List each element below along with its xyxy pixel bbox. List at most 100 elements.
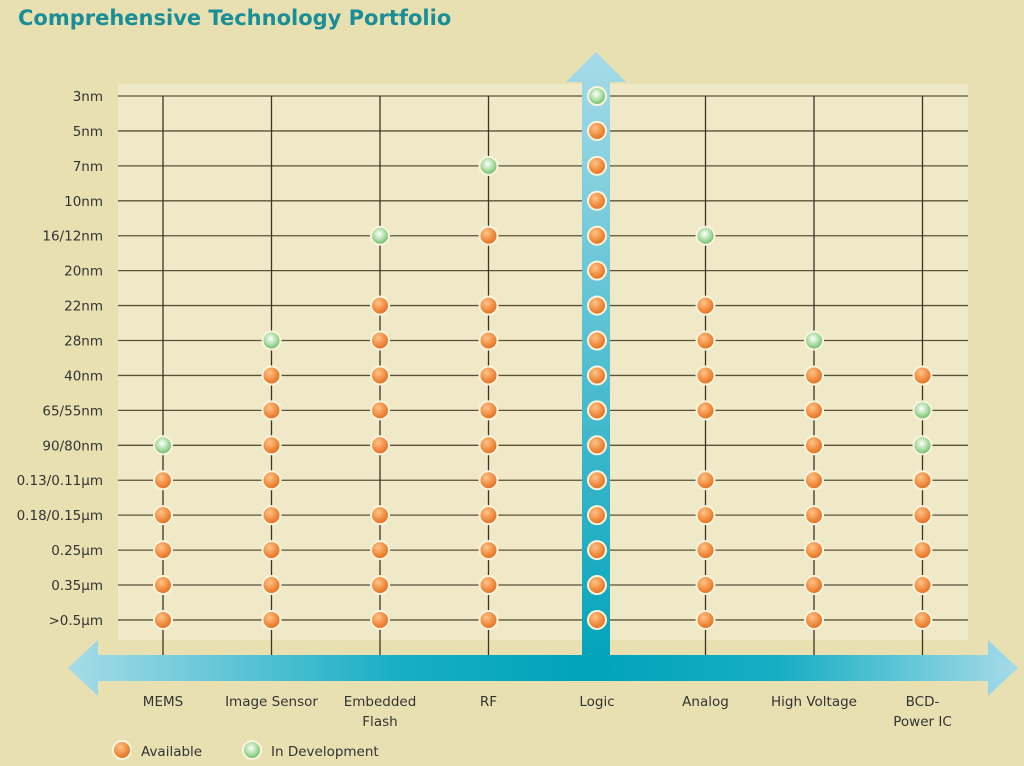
column-label: Power IC [893, 714, 952, 730]
available-marker [804, 540, 824, 561]
available-marker [370, 575, 390, 596]
available-marker [261, 470, 282, 491]
available-marker [804, 365, 824, 386]
available-marker [587, 540, 607, 561]
column-label: Logic [579, 694, 614, 710]
legend-avail-swatch [112, 740, 132, 760]
row-label: 65/55nm [42, 403, 103, 419]
row-label: 0.18/0.15μm [17, 508, 103, 524]
column-label: High Voltage [771, 694, 857, 710]
available-marker [153, 575, 173, 596]
available-marker [587, 225, 607, 246]
available-marker [912, 470, 933, 491]
legend-dev-label: In Development [271, 744, 379, 760]
row-label: 5nm [73, 124, 103, 140]
available-marker [153, 609, 173, 630]
available-marker [478, 330, 499, 351]
available-marker [153, 540, 173, 561]
legend-dev-swatch [242, 740, 262, 760]
horizontal-arrow [68, 640, 1018, 696]
available-marker [587, 505, 607, 526]
available-marker [804, 609, 824, 630]
available-marker [261, 505, 282, 526]
available-marker [587, 155, 607, 176]
available-marker [912, 609, 933, 630]
available-marker [261, 540, 282, 561]
logic-vertical-arrow [566, 52, 626, 668]
column-label: BCD- [906, 694, 940, 710]
available-marker [587, 435, 607, 456]
available-marker [478, 435, 499, 456]
available-marker [695, 609, 716, 630]
available-marker [370, 295, 390, 316]
available-marker [153, 470, 173, 491]
available-marker [695, 295, 716, 316]
available-marker [587, 260, 607, 281]
available-marker [478, 540, 499, 561]
plot-background [118, 84, 968, 640]
column-label: RF [480, 694, 497, 710]
row-label: 20nm [64, 264, 103, 280]
available-marker [478, 225, 499, 246]
row-label: 0.25μm [51, 543, 103, 559]
available-marker [695, 540, 716, 561]
available-marker [261, 400, 282, 421]
available-marker [370, 330, 390, 351]
available-marker [804, 575, 824, 596]
row-label: 22nm [64, 299, 103, 315]
in-development-marker [804, 330, 824, 351]
chart-title: Comprehensive Technology Portfolio [18, 6, 452, 30]
row-label: 10nm [64, 194, 103, 210]
available-marker [478, 295, 499, 316]
available-marker [695, 400, 716, 421]
column-label: MEMS [143, 694, 183, 710]
in-development-marker [370, 225, 390, 246]
available-marker [912, 575, 933, 596]
available-marker [261, 609, 282, 630]
in-development-marker [261, 330, 282, 351]
column-label: Flash [362, 714, 397, 730]
row-label: 0.35μm [51, 578, 103, 594]
available-marker [261, 365, 282, 386]
column-label: Image Sensor [225, 694, 318, 710]
row-label: 7nm [73, 159, 103, 175]
available-marker [478, 365, 499, 386]
in-development-marker [587, 86, 607, 106]
available-marker [587, 365, 607, 386]
available-marker [804, 470, 824, 491]
available-marker [370, 365, 390, 386]
available-marker [695, 505, 716, 526]
available-marker [261, 435, 282, 456]
available-marker [587, 295, 607, 316]
available-marker [912, 505, 933, 526]
row-label: 90/80nm [42, 438, 103, 454]
available-marker [478, 575, 499, 596]
available-marker [261, 575, 282, 596]
in-development-marker [912, 400, 933, 421]
available-marker [478, 400, 499, 421]
legend-avail-label: Available [141, 744, 202, 760]
available-marker [587, 120, 607, 141]
available-marker [587, 470, 607, 491]
available-marker [587, 190, 607, 211]
row-label: 40nm [64, 368, 103, 384]
available-marker [912, 365, 933, 386]
in-development-marker [478, 155, 499, 176]
available-marker [695, 470, 716, 491]
available-marker [695, 575, 716, 596]
row-label: 0.13/0.11μm [17, 473, 103, 489]
available-marker [695, 330, 716, 351]
in-development-marker [153, 435, 173, 456]
available-marker [478, 505, 499, 526]
in-development-marker [912, 435, 933, 456]
available-marker [587, 575, 607, 596]
available-marker [370, 540, 390, 561]
in-development-marker [695, 225, 716, 246]
available-marker [695, 365, 716, 386]
row-label: 3nm [73, 89, 103, 105]
available-marker [478, 609, 499, 630]
available-marker [370, 609, 390, 630]
available-marker [804, 505, 824, 526]
available-marker [370, 505, 390, 526]
